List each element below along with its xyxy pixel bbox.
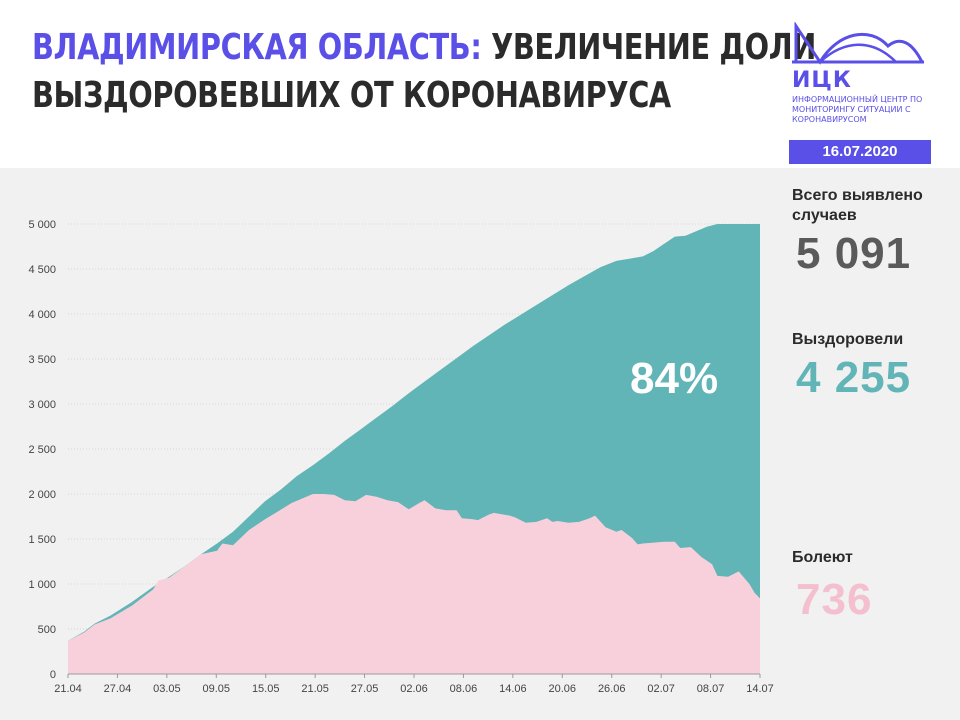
y-tick-label: 500 bbox=[38, 624, 56, 636]
y-tick-label: 5 000 bbox=[28, 219, 56, 231]
y-tick-label: 2 500 bbox=[28, 444, 56, 456]
mountain-arc-logo-icon bbox=[792, 22, 924, 65]
x-tick-label: 21.05 bbox=[301, 683, 329, 695]
y-tick-label: 4 000 bbox=[28, 309, 56, 321]
x-tick-label: 14.07 bbox=[746, 683, 774, 695]
y-tick-label: 0 bbox=[50, 669, 56, 681]
y-tick-label: 2 000 bbox=[28, 489, 56, 501]
logo-subtitle: информационный центр по мониторингу ситу… bbox=[792, 95, 923, 124]
title-region: ВЛАДИМИРСКАЯ ОБЛАСТЬ: bbox=[32, 27, 482, 68]
title-rest: УВЕЛИЧЕНИЕ ДОЛИ bbox=[481, 27, 816, 68]
sick-value: 736 bbox=[796, 575, 873, 624]
x-tick-label: 21.04 bbox=[54, 683, 82, 695]
y-tick-label: 1 000 bbox=[28, 579, 56, 591]
sick-area bbox=[68, 494, 760, 674]
recovered-label: Выздоровели bbox=[792, 331, 904, 348]
x-tick-label: 20.06 bbox=[549, 683, 577, 695]
x-tick-label: 02.07 bbox=[647, 683, 675, 695]
logo: ИЦК информационный центр по мониторингу … bbox=[792, 22, 942, 125]
title-line2: ВЫЗДОРОВЕВШИХ ОТ КОРОНАВИРУСА bbox=[32, 75, 671, 116]
x-tick-label: 14.06 bbox=[499, 683, 527, 695]
recovered-value: 4 255 bbox=[796, 353, 912, 402]
area-chart: 0 500 1 000 1 500 2 000 2 500 3 000 3 500 4 000 4… bbox=[28, 219, 774, 695]
x-tick-label: 26.06 bbox=[598, 683, 626, 695]
x-tick-label: 09.05 bbox=[203, 683, 231, 695]
x-tick-label: 03.05 bbox=[153, 683, 181, 695]
header: ВЛАДИМИРСКАЯ ОБЛАСТЬ: УВЕЛИЧЕНИЕ ДОЛИ ВЫ… bbox=[0, 0, 960, 168]
x-tick-label: 08.07 bbox=[697, 683, 725, 695]
page-title: ВЛАДИМИРСКАЯ ОБЛАСТЬ: УВЕЛИЧЕНИЕ ДОЛИ ВЫ… bbox=[32, 24, 816, 120]
x-tick-label: 27.05 bbox=[351, 683, 379, 695]
x-tick-label: 15.05 bbox=[252, 683, 280, 695]
x-tick-label: 27.04 bbox=[104, 683, 132, 695]
recovered-share-label: 84% bbox=[630, 354, 719, 403]
chart-panel: 0 500 1 000 1 500 2 000 2 500 3 000 3 500 4 000 4… bbox=[0, 168, 960, 720]
date-badge: 16.07.2020 bbox=[789, 140, 931, 164]
y-tick-label: 1 500 bbox=[28, 534, 56, 546]
y-tick-label: 3 000 bbox=[28, 399, 56, 411]
y-tick-label: 4 500 bbox=[28, 264, 56, 276]
y-tick-label: 3 500 bbox=[28, 354, 56, 366]
x-tick-label: 02.06 bbox=[400, 683, 428, 695]
x-tick-label: 08.06 bbox=[450, 683, 478, 695]
total-cases-label: Всего выявлено случаев bbox=[792, 187, 923, 224]
total-cases-value: 5 091 bbox=[796, 229, 912, 278]
sick-label: Болеют bbox=[792, 549, 853, 566]
logo-name: ИЦК bbox=[792, 68, 852, 93]
